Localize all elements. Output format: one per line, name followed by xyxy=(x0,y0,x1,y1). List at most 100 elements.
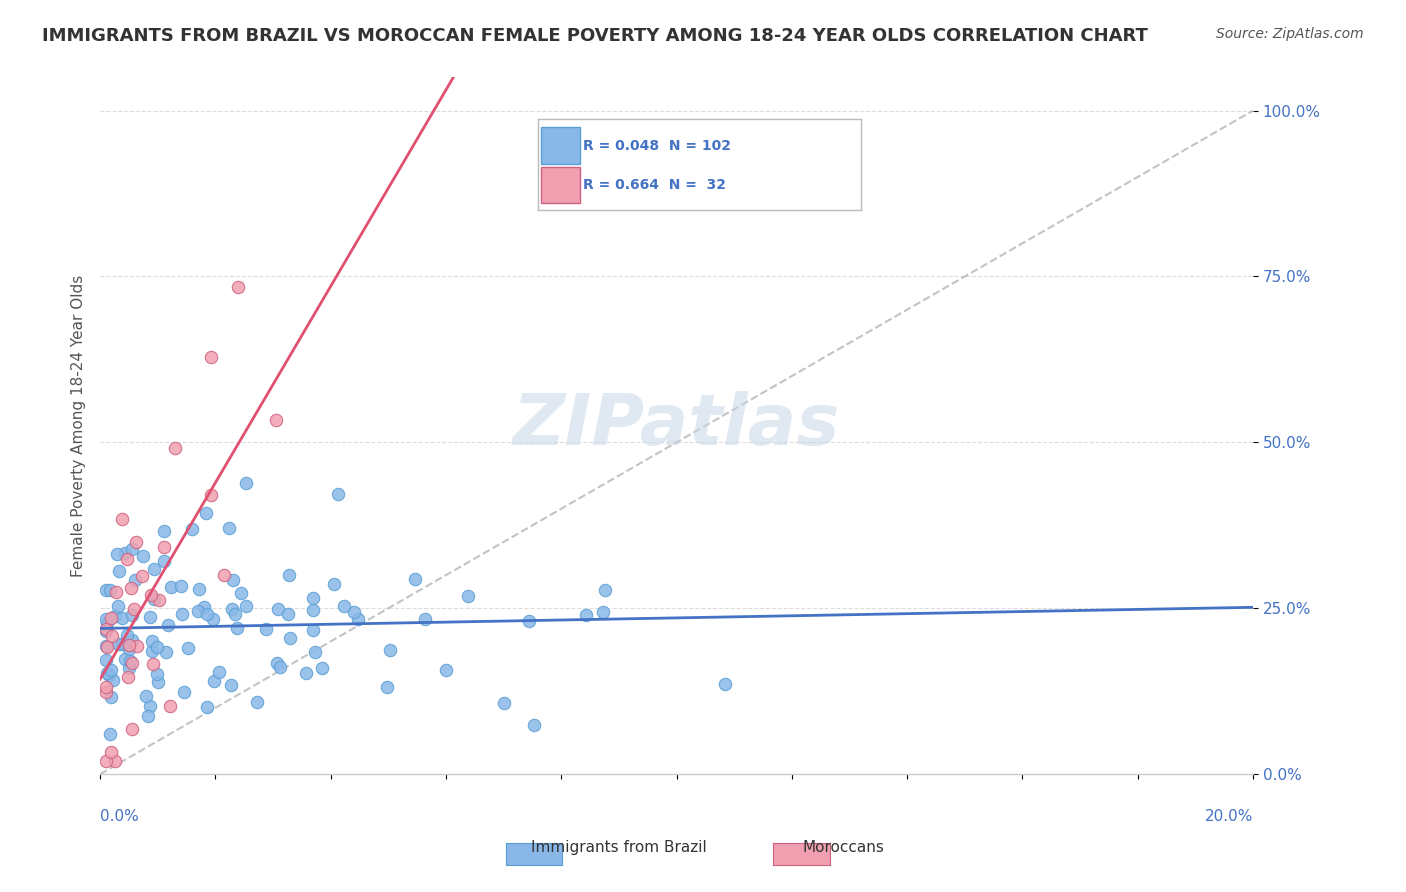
Point xyxy=(187,582,209,597)
Text: Source: ZipAtlas.com: Source: ZipAtlas.com xyxy=(1216,27,1364,41)
Point xyxy=(142,562,165,576)
Point xyxy=(96,615,118,630)
Point xyxy=(221,602,243,616)
Point xyxy=(202,674,225,689)
Point xyxy=(138,609,160,624)
Point xyxy=(100,663,122,677)
Point xyxy=(103,754,125,768)
Point xyxy=(311,661,333,675)
Point xyxy=(246,695,269,709)
Point xyxy=(111,610,134,624)
Point xyxy=(201,612,224,626)
Point xyxy=(156,618,179,632)
Point xyxy=(94,639,117,653)
Point xyxy=(94,653,117,667)
Point xyxy=(343,606,366,620)
Point xyxy=(97,667,120,681)
Point xyxy=(114,652,136,666)
Point xyxy=(269,659,291,673)
Point xyxy=(100,690,122,705)
Point xyxy=(98,582,121,597)
Point xyxy=(139,698,162,713)
Point xyxy=(125,639,148,653)
Text: Moroccans: Moroccans xyxy=(803,840,884,855)
Point xyxy=(278,631,301,645)
Point xyxy=(221,573,243,587)
Point xyxy=(302,591,325,605)
Point xyxy=(114,546,136,560)
Point xyxy=(159,698,181,713)
Point xyxy=(155,645,177,659)
Point xyxy=(195,699,218,714)
Point xyxy=(173,684,195,698)
Point xyxy=(254,622,277,636)
Point xyxy=(94,622,117,636)
Point xyxy=(181,522,204,536)
Point xyxy=(224,607,246,622)
Point xyxy=(200,488,222,502)
Point xyxy=(322,576,344,591)
Point xyxy=(592,605,614,619)
Point xyxy=(98,726,121,740)
Point xyxy=(169,579,191,593)
Point xyxy=(141,644,163,658)
Point xyxy=(195,607,218,622)
Point xyxy=(118,641,141,656)
Point xyxy=(143,592,166,607)
Point xyxy=(121,657,143,671)
Point xyxy=(100,611,122,625)
Point xyxy=(94,611,117,625)
Point xyxy=(121,632,143,647)
Point xyxy=(332,599,354,614)
Point xyxy=(115,552,138,566)
Point xyxy=(301,603,323,617)
Point xyxy=(108,564,131,578)
Point xyxy=(235,476,257,491)
Point xyxy=(225,621,247,635)
Point xyxy=(120,581,142,595)
Point xyxy=(100,745,122,759)
Point xyxy=(96,666,118,681)
Point xyxy=(523,718,546,732)
Point xyxy=(121,722,143,736)
Point xyxy=(94,754,117,768)
Point xyxy=(105,547,128,561)
Point xyxy=(517,614,540,628)
Point xyxy=(135,689,157,703)
Point xyxy=(713,677,735,691)
Point xyxy=(295,666,318,681)
Point xyxy=(96,640,118,655)
Text: IMMIGRANTS FROM BRAZIL VS MOROCCAN FEMALE POVERTY AMONG 18-24 YEAR OLDS CORRELAT: IMMIGRANTS FROM BRAZIL VS MOROCCAN FEMAL… xyxy=(42,27,1149,45)
Point xyxy=(266,656,288,670)
Point xyxy=(124,573,146,587)
Text: Immigrants from Brazil: Immigrants from Brazil xyxy=(531,840,707,855)
Point xyxy=(193,600,215,615)
Point xyxy=(160,580,183,594)
Text: 20.0%: 20.0% xyxy=(1205,809,1253,824)
Point xyxy=(146,666,169,681)
Point xyxy=(228,279,250,293)
Point xyxy=(146,640,169,655)
Point xyxy=(593,582,616,597)
Text: 0.0%: 0.0% xyxy=(100,809,139,824)
Point xyxy=(200,350,222,364)
Point xyxy=(107,599,129,614)
Point xyxy=(304,645,326,659)
Point xyxy=(301,623,323,637)
Point xyxy=(494,696,516,710)
Point xyxy=(208,665,231,679)
Point xyxy=(118,654,141,668)
Point xyxy=(124,602,146,616)
Point xyxy=(148,593,170,607)
Point xyxy=(103,673,125,688)
Point xyxy=(101,629,124,643)
Point xyxy=(229,586,252,600)
Point xyxy=(277,568,299,582)
Point xyxy=(235,599,257,613)
Point xyxy=(153,541,176,555)
Point xyxy=(212,567,235,582)
Point xyxy=(117,670,139,684)
Point xyxy=(165,441,187,455)
Point xyxy=(118,638,141,652)
Point xyxy=(146,675,169,690)
